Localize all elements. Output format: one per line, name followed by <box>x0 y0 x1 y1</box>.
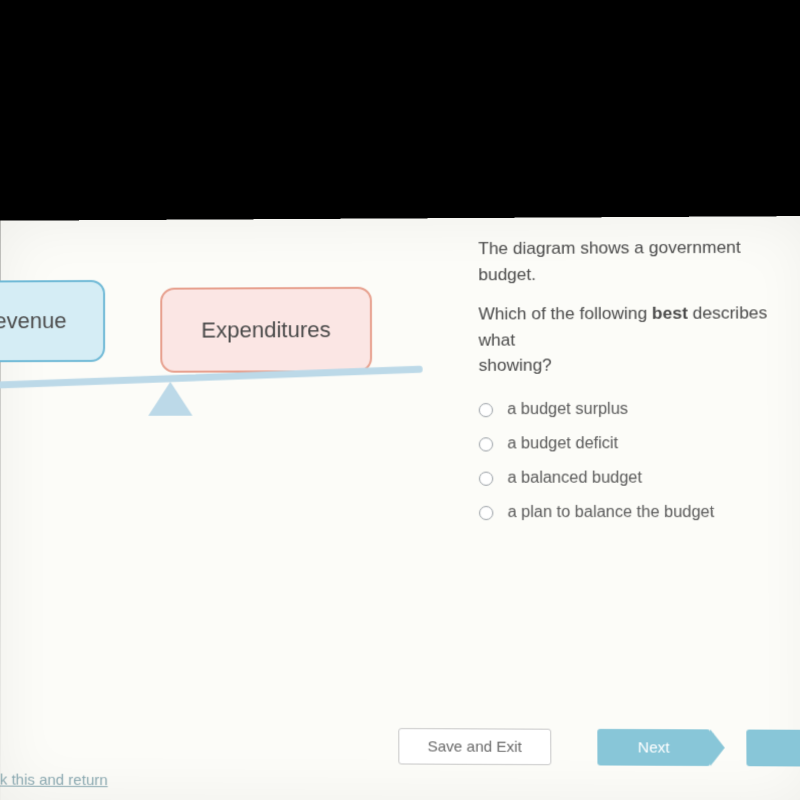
mark-and-return-link[interactable]: k this and return <box>0 772 108 790</box>
answer-options: a budget surplus a budget deficit a bala… <box>479 392 800 530</box>
question-prompt: Which of the following best describes wh… <box>478 300 800 378</box>
submit-button-partial[interactable] <box>746 730 800 767</box>
radio-option-c[interactable] <box>479 471 493 485</box>
question-prompt-pre: Which of the following <box>478 304 652 324</box>
content-area: Revenue Expenditures The diagram shows a… <box>0 216 800 800</box>
radio-option-b[interactable] <box>479 437 493 451</box>
next-button[interactable]: Next <box>597 729 710 766</box>
option-c-label: a balanced budget <box>507 466 642 490</box>
option-row: a plan to balance the budget <box>479 495 800 530</box>
question-prompt-line3: showing? <box>479 356 552 375</box>
option-a-label: a budget surplus <box>507 397 628 421</box>
save-and-exit-button[interactable]: Save and Exit <box>398 728 551 765</box>
revenue-box: Revenue <box>0 280 105 362</box>
quiz-screen: Revenue Expenditures The diagram shows a… <box>0 216 800 800</box>
option-row: a budget deficit <box>479 426 800 461</box>
question-prompt-bold: best <box>652 304 688 323</box>
budget-seesaw-diagram: Revenue Expenditures <box>0 238 423 470</box>
radio-option-a[interactable] <box>479 403 493 417</box>
option-row: a balanced budget <box>479 461 800 496</box>
option-b-label: a budget deficit <box>507 432 618 456</box>
footer-bar: k this and return Save and Exit Next <box>0 728 800 793</box>
question-panel: The diagram shows a government budget. W… <box>478 234 800 529</box>
option-row: a budget surplus <box>479 392 800 427</box>
expenditures-box: Expenditures <box>160 287 372 373</box>
next-button-label: Next <box>638 739 670 756</box>
revenue-label: Revenue <box>0 308 67 334</box>
expenditures-label: Expenditures <box>201 317 331 344</box>
option-d-label: a plan to balance the budget <box>508 500 715 524</box>
seesaw-fulcrum <box>148 382 192 416</box>
radio-option-d[interactable] <box>479 505 493 519</box>
question-intro: The diagram shows a government budget. <box>478 234 800 287</box>
save-button-label: Save and Exit <box>427 738 521 756</box>
